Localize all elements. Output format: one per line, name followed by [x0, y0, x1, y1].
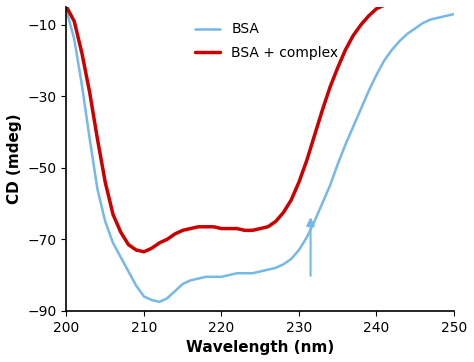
- BSA: [195, 277, 201, 281]
- BSA + complex: [195, 224, 201, 229]
- BSA: [443, 14, 449, 18]
- BSA: [64, 8, 69, 13]
- BSA: [350, 125, 356, 129]
- BSA + complex: [327, 85, 333, 89]
- BSA: [327, 184, 333, 188]
- BSA + complex: [156, 241, 162, 245]
- BSA: [451, 12, 457, 16]
- BSA + complex: [64, 5, 69, 9]
- BSA + complex: [188, 226, 193, 231]
- BSA: [188, 278, 193, 283]
- Y-axis label: CD (mdeg): CD (mdeg): [7, 114, 22, 204]
- Legend: BSA, BSA + complex: BSA, BSA + complex: [190, 17, 344, 66]
- BSA: [149, 298, 155, 302]
- X-axis label: Wavelength (nm): Wavelength (nm): [186, 340, 334, 355]
- BSA + complex: [350, 33, 356, 38]
- BSA: [156, 300, 162, 304]
- BSA + complex: [141, 250, 147, 254]
- Line: BSA + complex: BSA + complex: [66, 0, 454, 252]
- Line: BSA: BSA: [66, 10, 454, 302]
